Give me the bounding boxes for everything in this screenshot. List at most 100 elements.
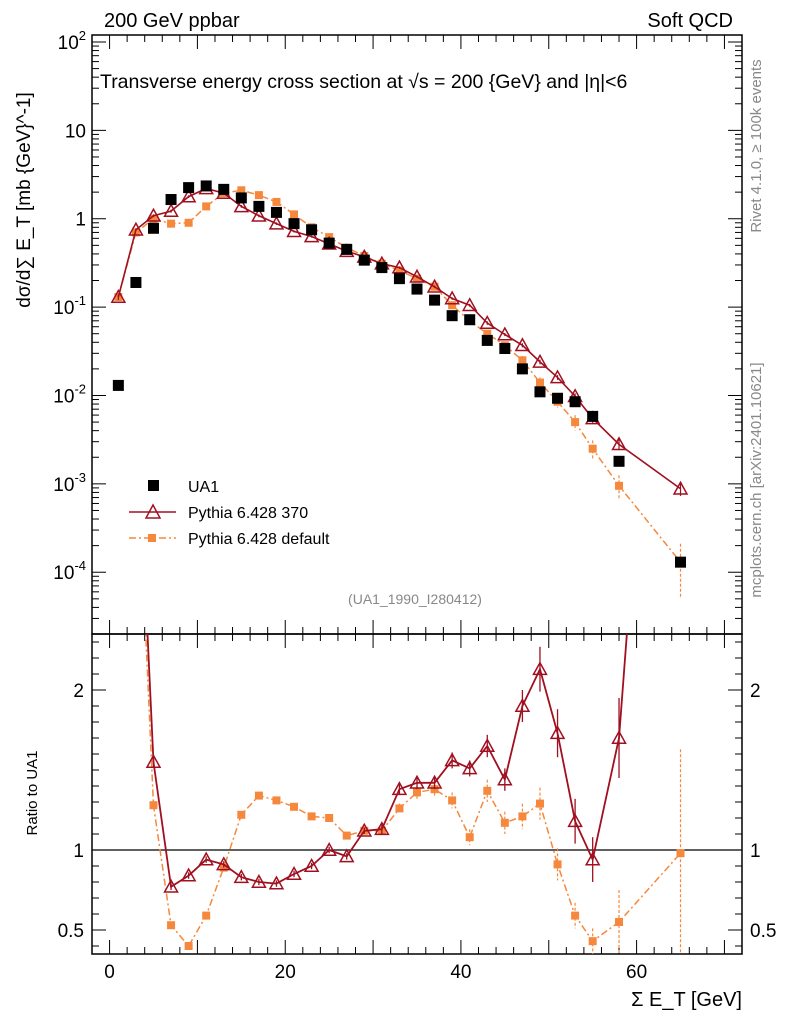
ratio-plot-frame — [91, 633, 743, 955]
ua1-point — [165, 194, 177, 206]
pythia-default-point — [535, 378, 544, 387]
pythia370-point — [180, 188, 197, 203]
pythia370-point — [128, 221, 144, 236]
ua1-point — [675, 556, 687, 568]
ua1-point — [376, 262, 388, 274]
ratio-y-axis-label: Ratio to UA1 — [24, 750, 41, 835]
ua1-point — [147, 222, 159, 234]
ua1-point — [306, 224, 318, 236]
ua1-point — [200, 180, 212, 192]
ua1-point — [411, 283, 423, 295]
pythia370-point — [163, 203, 179, 218]
ratio-pythia370-point — [321, 841, 337, 856]
ratio-y-tick-label: 0.5 — [58, 921, 84, 942]
ratio-pythia-default-line — [144, 634, 682, 948]
ua1-point — [613, 455, 625, 467]
ratio-pythia-default-point — [676, 849, 685, 858]
ratio-pythia-default-point — [132, 414, 140, 422]
x-axis-label: Σ E_T [GeV] — [631, 989, 742, 1011]
mcplots-label: mcplots.cern.ch [arXiv:2401.10621] — [748, 362, 765, 597]
ratio-pythia370-point — [584, 851, 601, 866]
pythia370-point — [672, 480, 689, 495]
pythia-default-point — [588, 444, 597, 453]
ua1-point — [552, 392, 564, 404]
ratio-pythia-default-point — [571, 911, 580, 920]
ratio-y-tick-label-right: 1 — [750, 841, 761, 862]
ratio-pythia-default-point — [588, 937, 597, 946]
y-tick-label: 10-4 — [53, 558, 86, 584]
ratio-pythia370-point — [567, 813, 583, 828]
ratio-pythia370-point — [198, 851, 214, 866]
pythia370-point — [286, 223, 302, 238]
ua1-point — [393, 273, 405, 285]
ratio-pythia-default-point — [202, 911, 211, 920]
ratio-pythia370-point — [549, 725, 566, 740]
ratio-pythia-default-point — [272, 796, 281, 805]
legend-ua1-marker — [148, 480, 159, 491]
ratio-pythia370-point — [215, 856, 232, 871]
x-tick-label: 40 — [450, 962, 471, 983]
ratio-pythia370-point — [374, 821, 390, 836]
ratio-pythia370-point — [145, 753, 162, 768]
pythia-default-point — [615, 481, 624, 490]
ratio-pythia370-point — [444, 752, 460, 767]
ratio-pythia370-point — [461, 760, 478, 775]
ratio-pythia370-point — [180, 867, 197, 882]
ratio-pythia370-line — [146, 634, 628, 889]
pythia370-point — [479, 315, 496, 330]
ua1-point — [253, 200, 265, 212]
pythia370-point — [145, 207, 162, 222]
ua1-point — [288, 218, 300, 230]
pythia-default-point — [149, 214, 158, 223]
ratio-pythia370-point — [338, 848, 355, 863]
ua1-point — [587, 410, 599, 422]
ratio-pythia-default-point — [553, 860, 562, 869]
ratio-pythia-default-point — [535, 799, 544, 808]
pythia-default-point — [483, 329, 492, 338]
pythia-default-point — [254, 191, 263, 200]
ratio-pythia-default-point — [483, 786, 492, 795]
ua1-point — [270, 206, 282, 218]
ratio-pythia370-point — [251, 873, 267, 888]
y-tick-label: 10 — [65, 121, 86, 142]
pythia370-point — [549, 369, 566, 384]
pythia370-point — [303, 228, 320, 243]
main-y-axis-label: dσ/d∑ E_T [mb {GeV}^-1] — [14, 92, 35, 308]
ratio-pythia-default-point — [413, 788, 421, 797]
ua1-point — [516, 363, 528, 375]
ua1-point — [323, 237, 335, 249]
ua1-point — [358, 254, 370, 266]
ratio-y-tick-label-right: 0.5 — [750, 921, 776, 942]
ratio-pythia-default-point — [518, 812, 527, 821]
y-tick-label: 10-2 — [53, 381, 86, 407]
ratio-pythia370-point — [268, 875, 285, 890]
pythia-default-point — [202, 202, 211, 211]
analysis-label: (UA1_1990_I280412) — [348, 591, 482, 607]
pythia370-point — [110, 289, 127, 303]
pythia-default-point — [395, 266, 404, 275]
x-tick-label: 20 — [275, 962, 296, 983]
pythia370-point — [444, 290, 460, 305]
pythia370-point — [532, 353, 548, 368]
pythia370-point — [391, 259, 408, 274]
ua1-point — [112, 379, 124, 391]
legend-pythia-default-label: Pythia 6.428 default — [188, 531, 330, 548]
ratio-pythia370-point — [479, 737, 496, 752]
pythia-default-point — [448, 301, 457, 310]
ratio-pythia370-point — [497, 771, 513, 786]
ua1-point — [341, 243, 353, 255]
legend-ua1-label: UA1 — [188, 479, 219, 496]
ratio-pythia-default-point — [325, 814, 334, 822]
ratio-pythia370-point — [514, 697, 531, 712]
ratio-pythia-default-point — [342, 831, 351, 840]
ua1-point — [218, 183, 230, 195]
pythia-default-point — [184, 218, 193, 227]
pythia-default-point — [167, 219, 176, 228]
ua1-point — [183, 182, 195, 194]
pythia370-point — [611, 436, 627, 451]
ratio-pythia370-point — [163, 878, 179, 893]
pythia370-point — [426, 278, 443, 293]
ua1-point — [130, 276, 142, 288]
ratio-pythia-default-point — [307, 812, 316, 821]
ratio-pythia370-point — [356, 822, 373, 837]
